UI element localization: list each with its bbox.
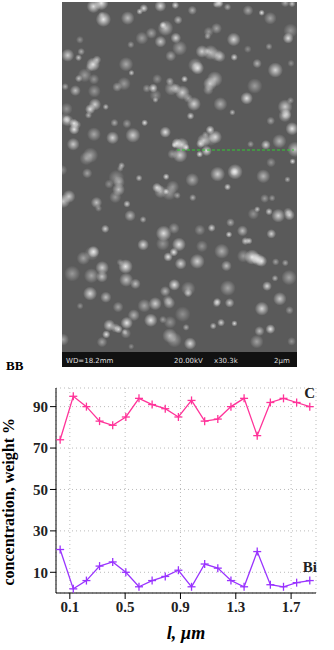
svg-text:l, µm: l, µm	[167, 623, 205, 643]
svg-text:1.7: 1.7	[282, 599, 301, 615]
svg-text:concentration, weight %: concentration, weight %	[0, 418, 18, 586]
svg-text:2µm: 2µm	[274, 357, 290, 365]
svg-text:Bi: Bi	[303, 559, 317, 575]
svg-text:70: 70	[33, 440, 48, 456]
svg-text:x30.3k: x30.3k	[214, 357, 239, 365]
svg-text:0.1: 0.1	[60, 599, 79, 615]
svg-text:0.9: 0.9	[171, 599, 190, 615]
svg-text:50: 50	[33, 482, 48, 498]
svg-text:C: C	[304, 385, 315, 401]
svg-text:10: 10	[33, 565, 48, 581]
svg-text:0.5: 0.5	[116, 599, 135, 615]
svg-text:1.3: 1.3	[226, 599, 245, 615]
svg-text:90: 90	[33, 399, 48, 415]
svg-text:30: 30	[33, 523, 48, 539]
html-text:BB: BB	[6, 358, 24, 373]
svg-text:WD=18.2mm: WD=18.2mm	[66, 357, 114, 365]
svg-text:20.00kV: 20.00kV	[174, 357, 203, 365]
